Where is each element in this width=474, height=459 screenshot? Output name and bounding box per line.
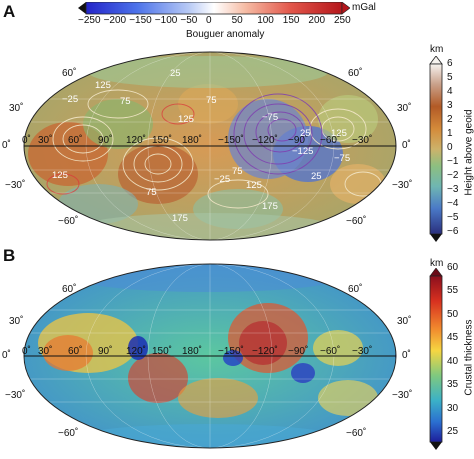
height-tick-label: −3 [447,184,458,195]
bouguer-tick-label: 0 [206,15,212,26]
thickness-tick-label: 60 [447,262,458,273]
map-a-lat-label: 60˚ [62,68,76,79]
map-a-lon-label: 90˚ [98,135,112,146]
height-tick-label: −5 [447,212,458,223]
map-b-lat-label: 0˚ [2,350,11,361]
height-tick-label: 6 [447,58,453,69]
map-b-lon-label: 30˚ [38,346,52,357]
map-a-lon-label: −120˚ [252,135,278,146]
height-tick-label: 5 [447,72,453,83]
thickness-colorbar-graphic [428,268,444,450]
map-b-lon-label: 90˚ [98,346,112,357]
map-a-lon-label: −60˚ [320,135,340,146]
bouguer-tick-label: 150 [283,15,300,26]
height-colorbar [428,56,444,242]
map-a-lat-label: 0˚ [2,140,11,151]
map-a-lon-label: −90˚ [288,135,308,146]
map-a-lon-label: 150˚ [152,135,172,146]
bouguer-tick-label: −50 [180,15,197,26]
thickness-colorbar-label: Crustal thickness [464,298,474,418]
map-b-lon-label: 120˚ [126,346,146,357]
map-a-lat-label: −60˚ [58,216,78,227]
map-b-lon-label: −90˚ [288,346,308,357]
map-b-lat-label-right: 60˚ [348,284,362,295]
bouguer-tick-label: −150 [129,15,152,26]
height-colorbar-label: Height above geoid [464,93,474,213]
bouguer-tick-label: −100 [155,15,178,26]
height-tick-label: 2 [447,114,453,125]
map-b-lon-label: 60˚ [68,346,82,357]
map-b-lat-label: −30˚ [5,390,25,401]
map-a-lon-label: 0˚ [22,135,31,146]
height-tick-label: 1 [447,128,453,139]
map-b-lat-label-right: 30˚ [397,316,411,327]
bouguer-unit: mGal [352,2,376,13]
map-b-lon-label: −150˚ [218,346,244,357]
thickness-tick-label: 35 [447,379,458,390]
map-b-lat-label-right: −60˚ [346,428,366,439]
map-a-lat-label-right: 30˚ [397,103,411,114]
panel-a-letter: A [3,2,15,22]
map-b-lat-label-right: −30˚ [392,390,412,401]
map-b-lon-label: −120˚ [252,346,278,357]
height-colorbar-graphic [428,56,444,242]
map-b-lat-label-right: 0˚ [402,350,411,361]
height-tick-label: 0 [447,142,453,153]
map-a-lat-label: 30˚ [9,103,23,114]
height-unit: km [430,44,443,55]
thickness-colorbar [428,268,444,450]
bouguer-tick-label: 200 [308,15,325,26]
bouguer-tick-label: 250 [334,15,351,26]
map-b-lon-label: 150˚ [152,346,172,357]
bouguer-tick-label: 50 [232,15,243,26]
bouguer-colorbar-label: Bouguer anomaly [186,29,264,40]
map-b-lon-label: 0˚ [22,346,31,357]
thickness-tick-label: 50 [447,309,458,320]
map-a-lat-label-right: 0˚ [402,140,411,151]
bouguer-tick-label: −200 [104,15,127,26]
map-b-lon-label: −60˚ [320,346,340,357]
height-tick-label: −1 [447,156,458,167]
map-a-lon-label: 60˚ [68,135,82,146]
map-a-lon-label: 180˚ [182,135,202,146]
bouguer-tick-label: −250 [78,15,101,26]
map-a-lon-label: −150˚ [218,135,244,146]
height-tick-label: 3 [447,100,453,111]
height-tick-label: 4 [447,86,453,97]
height-tick-label: −4 [447,198,458,209]
map-b-lat-label: −60˚ [58,428,78,439]
map-b-lon-label: −30˚ [352,346,372,357]
thickness-tick-label: 45 [447,332,458,343]
map-a-lat-label-right: −60˚ [346,216,366,227]
map-b-lat-label: 30˚ [9,316,23,327]
thickness-tick-label: 55 [447,285,458,296]
thickness-tick-label: 25 [447,426,458,437]
map-a-lat-label-right: −30˚ [392,180,412,191]
map-a-lat-label: −30˚ [5,180,25,191]
thickness-tick-label: 40 [447,356,458,367]
bouguer-colorbar: −250−200−150−100−50 0 50 100 150 200 250 Bougu… [78,2,350,46]
thickness-tick-label: 30 [447,403,458,414]
map-a-lat-label-right: 60˚ [348,68,362,79]
bouguer-tick-label: 100 [257,15,274,26]
map-a-lon-label: −30˚ [352,135,372,146]
height-tick-label: −6 [447,226,458,237]
map-b-lon-label: 180˚ [182,346,202,357]
height-tick-label: −2 [447,170,458,181]
map-a-lon-label: 30˚ [38,135,52,146]
map-b-lat-label: 60˚ [62,284,76,295]
map-a-lon-label: 120˚ [126,135,146,146]
